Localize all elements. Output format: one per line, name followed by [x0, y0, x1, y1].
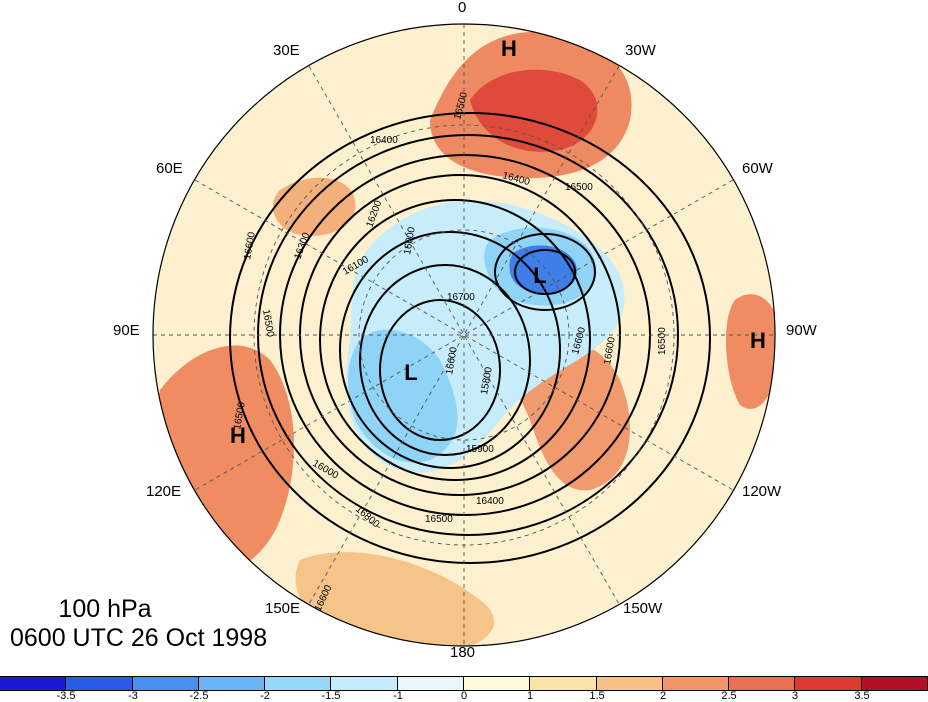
colorbar-tick-label: 1.5: [589, 690, 605, 702]
contour-label: 15800: [479, 366, 495, 396]
contour-label: 16400: [476, 496, 504, 507]
longitude-label-30e: 30E: [273, 42, 300, 59]
contour-label: 16500: [657, 327, 668, 355]
cold-anomaly-canada-core: [509, 245, 577, 295]
cold-anomaly-siberia: [348, 329, 458, 463]
pressure-level-title: 100 hPa: [58, 595, 152, 623]
colorbar-segment: [132, 677, 199, 690]
colorbar-tick-label: 3: [791, 690, 799, 702]
colorbar-segment: [861, 677, 928, 690]
colorbar-tick-label: -1.5: [321, 690, 341, 702]
warm-anomaly-pacific: [726, 294, 775, 409]
colorbar: [0, 676, 928, 691]
colorbar-tick-label: 2: [659, 690, 667, 702]
longitude-label-90w: 90W: [786, 322, 817, 339]
contour-label: 16400: [370, 135, 398, 146]
contour-label: 16700: [447, 292, 475, 303]
longitude-label-120e: 120E: [146, 483, 182, 500]
colorbar-segment: [66, 677, 133, 690]
pressure-centers: H H H L L: [230, 36, 766, 448]
colorbar-segment: [397, 677, 464, 690]
contour-label: 16600: [444, 346, 460, 376]
contour-label: 16600: [242, 231, 258, 261]
colorbar-tick-label: -3.5: [56, 690, 76, 702]
contour-label: 16500: [565, 182, 593, 193]
low-center-label: L: [533, 263, 546, 288]
contour-label: 16500: [232, 401, 248, 431]
colorbar-tick-label: -1: [393, 690, 403, 702]
map-boundary: [152, 23, 776, 647]
longitude-label-120w: 120W: [742, 483, 782, 500]
colorbar-segment: [198, 677, 266, 690]
colorbar-segment: [463, 677, 531, 690]
valid-time-title: 0600 UTC 26 Oct 1998: [10, 624, 268, 652]
colorbar-tick-label: -3: [128, 690, 138, 702]
colorbar-segment: [795, 677, 862, 690]
longitude-label-150w: 150W: [623, 600, 663, 617]
colorbar-tick-label: -2: [260, 690, 270, 702]
colorbar-tick-label: -2.5: [189, 690, 209, 702]
warm-anomaly-tibet: [272, 177, 356, 236]
contour-label: 16500: [260, 309, 276, 339]
low-center-label: L: [404, 360, 417, 385]
colorbar-segment: [530, 677, 597, 690]
high-center-label: H: [230, 423, 246, 448]
longitude-label-60e: 60E: [156, 160, 183, 177]
high-center-label: H: [501, 36, 517, 61]
contour-label: 16500: [425, 514, 453, 525]
colorbar-tick-label: 3.5: [854, 690, 870, 702]
colorbar-segment: [265, 677, 332, 690]
contour-label: 16600: [602, 336, 618, 366]
longitude-label-150e: 150E: [265, 600, 301, 617]
longitude-label-180: 180: [450, 644, 476, 661]
colorbar-segment: [662, 677, 730, 690]
colorbar-segment: [729, 677, 796, 690]
longitude-label-90e: 90E: [113, 322, 140, 339]
graticule: [153, 24, 775, 646]
colorbar-tick-label: 2.5: [721, 690, 737, 702]
colorbar-tick-label: 0: [460, 690, 468, 702]
longitude-label-0: 0: [458, 0, 467, 16]
high-center-label: H: [750, 328, 766, 353]
contour-label: 16000: [402, 226, 418, 256]
colorbar-segment: [331, 677, 398, 690]
colorbar-tick-label: 1: [526, 690, 534, 702]
colorbar-segment: [596, 677, 663, 690]
colorbar-segment: [0, 677, 67, 690]
contour-label: 15900: [466, 444, 494, 455]
longitude-label-60w: 60W: [742, 160, 773, 177]
longitude-label-30w: 30W: [625, 42, 656, 59]
